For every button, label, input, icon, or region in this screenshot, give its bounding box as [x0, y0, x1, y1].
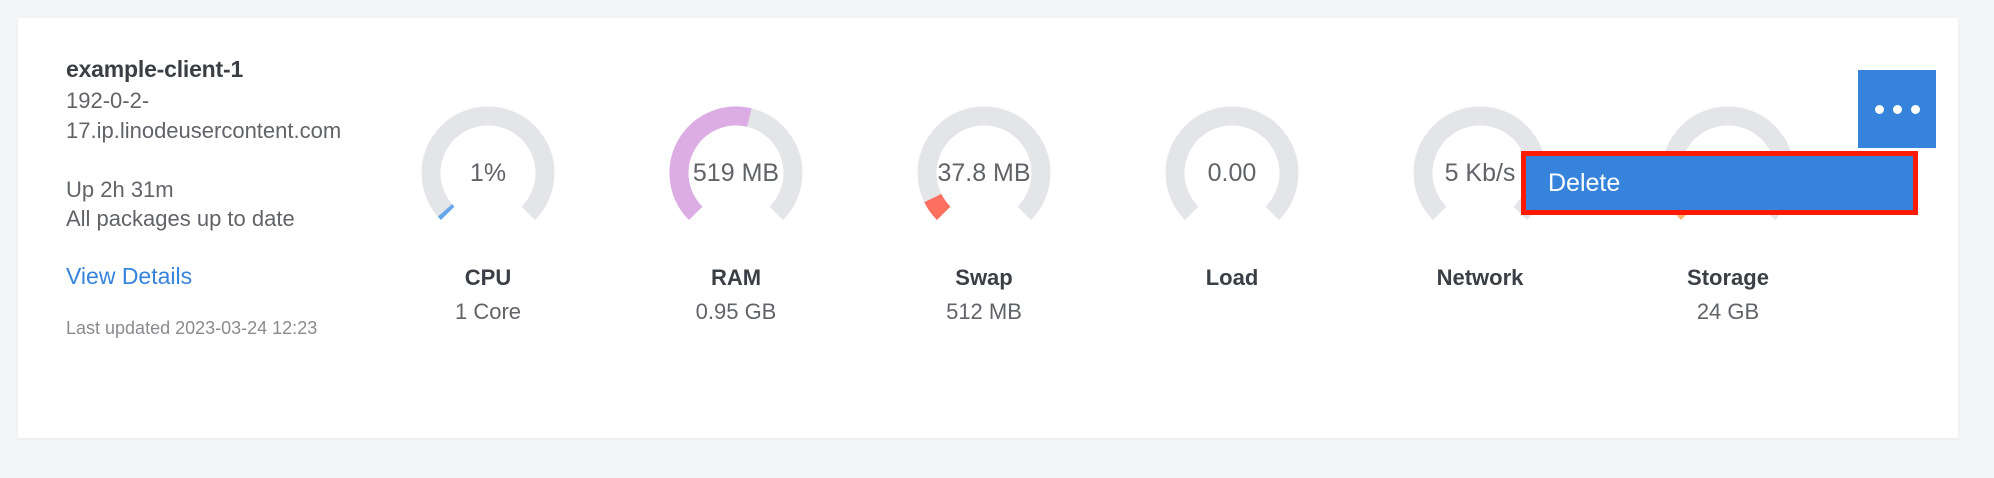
gauge-swap-sublabel: 512 MB	[946, 298, 1022, 324]
view-details-link[interactable]: View Details	[66, 263, 193, 290]
gauge-ram-label: RAM	[710, 265, 762, 290]
gauge-value-arc	[924, 193, 951, 221]
gauge-storage-label: Storage	[1687, 265, 1769, 290]
gauge-ram-sublabel: 0.95 GB	[695, 298, 777, 324]
gauge-load: 0.00 Load	[1142, 98, 1322, 326]
gauge-track	[421, 106, 555, 221]
packages-status-text: All packages up to date	[66, 206, 295, 232]
linode-summary-card: example-client-1 192-0-2-17.ip.linodeuse…	[18, 18, 1958, 438]
action-menu-trigger[interactable]	[1858, 70, 1936, 148]
menu-item-delete[interactable]: Delete	[1521, 151, 1918, 215]
gauge-swap-dial: 37.8 MB	[909, 98, 1059, 248]
last-updated-text: Last updated 2023-03-24 12:23	[66, 317, 318, 338]
gauge-cpu-label: CPU	[464, 265, 512, 290]
gauge-cpu: 1% CPU 1 Core	[398, 98, 578, 326]
linode-info-column: example-client-1 192-0-2-17.ip.linodeuse…	[66, 54, 426, 340]
linode-hostname: example-client-1	[66, 56, 244, 82]
gauge-load-dial: 0.00	[1157, 98, 1307, 248]
menu-item-delete-label: Delete	[1548, 168, 1621, 197]
gauge-track	[917, 106, 1051, 221]
gauge-swap-label: Swap	[955, 265, 1013, 290]
gauge-ram: 519 MB RAM 0.95 GB	[646, 98, 826, 326]
gauge-value-arc	[437, 204, 455, 221]
gauge-load-label: Load	[1205, 265, 1259, 290]
gauge-storage-sublabel: 24 GB	[1696, 298, 1760, 324]
gauge-network-label: Network	[1436, 265, 1524, 290]
uptime-text: Up 2h 31m	[66, 176, 174, 202]
gauge-cpu-dial: 1%	[413, 98, 563, 248]
linode-rdns: 192-0-2-17.ip.linodeusercontent.com	[66, 88, 342, 143]
gauge-cpu-sublabel: 1 Core	[454, 298, 522, 324]
gauge-value-arc	[669, 106, 752, 221]
gauge-track	[1165, 106, 1299, 221]
gauge-swap: 37.8 MB Swap 512 MB	[894, 98, 1074, 326]
status-block: Up 2h 31m All packages up to date	[66, 175, 426, 234]
ellipsis-icon	[1874, 104, 1920, 114]
gauge-track	[1413, 106, 1547, 221]
gauge-ram-dial: 519 MB	[661, 98, 811, 248]
